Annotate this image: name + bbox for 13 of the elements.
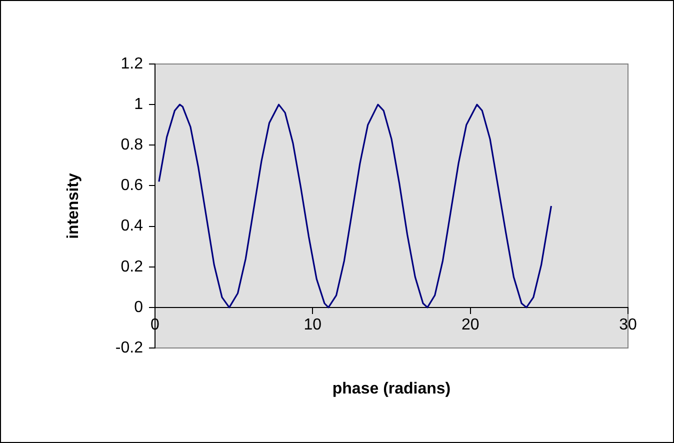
y-tick-label: 0.8 (120, 136, 144, 154)
x-tick-label: 30 (619, 316, 637, 334)
y-tick-label: 0 (134, 298, 144, 316)
x-axis-title: phase (radians) (332, 380, 451, 398)
x-tick-label: 10 (304, 316, 322, 334)
y-tick-label: 1 (134, 96, 144, 113)
y-tick-label: -0.2 (115, 339, 144, 356)
y-tick-label: 0.2 (120, 258, 144, 276)
y-axis-title: intensity (65, 173, 82, 239)
y-tick-label: 0.6 (120, 177, 144, 194)
x-tick-label: 20 (461, 316, 480, 334)
y-tick-label: 1.2 (120, 55, 144, 72)
y-tick-label: 0.4 (120, 218, 144, 235)
